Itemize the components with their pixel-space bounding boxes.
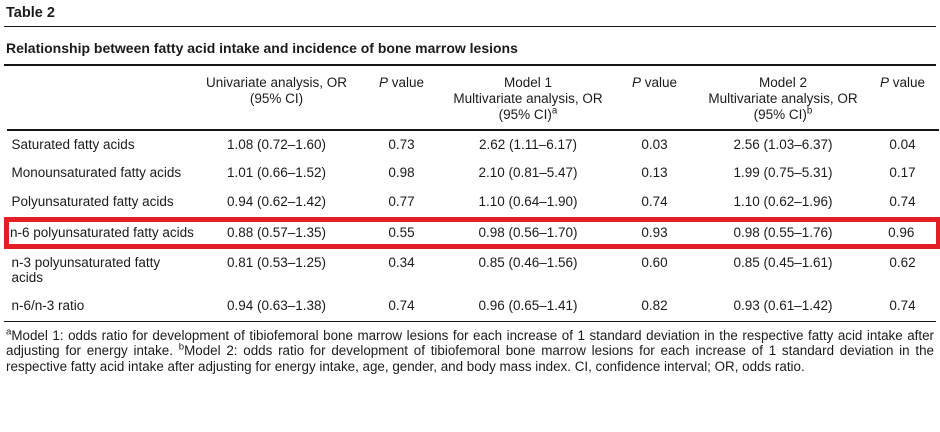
model2-line1: Model 2 xyxy=(758,75,808,90)
cell-pvalue: 0.62 xyxy=(889,255,916,271)
cell-univariate: 1.01 (0.66–1.52) xyxy=(226,165,327,181)
pvalue-p: P xyxy=(879,75,889,90)
data-table: Univariate analysis, OR (95% CI) P value… xyxy=(4,66,940,321)
cell-model2: 1.99 (0.75–5.31) xyxy=(733,165,833,181)
divider-top xyxy=(4,26,936,27)
col-header-pvalue-3: P value xyxy=(866,66,939,131)
cell-pvalue: 0.60 xyxy=(641,255,668,271)
footnote-superscript-a: a xyxy=(6,326,12,338)
row-label: Polyunsaturated fatty acids xyxy=(11,193,174,209)
cell-univariate: 0.88 (0.57–1.35) xyxy=(196,216,357,250)
cell-model1: 0.98 (0.56–1.70) xyxy=(446,216,610,250)
row-label: Saturated fatty acids xyxy=(11,136,135,152)
univariate-line1: Univariate analysis, OR xyxy=(205,75,348,90)
cell-pvalue: 0.17 xyxy=(889,165,916,181)
cell-univariate: 0.81 (0.53–1.25) xyxy=(226,255,327,271)
col-header-empty xyxy=(6,66,197,131)
cell-pvalue: 0.03 xyxy=(641,136,668,152)
paper-table-page: Table 2 Relationship between fatty acid … xyxy=(4,5,940,375)
header-row: Univariate analysis, OR (95% CI) P value… xyxy=(6,66,939,131)
cell-pvalue: 0.74 xyxy=(641,193,668,209)
col-header-univariate: Univariate analysis, OR (95% CI) xyxy=(196,66,357,131)
superscript-a: a xyxy=(551,105,558,117)
footnote-superscript-b: b xyxy=(178,342,185,354)
cell-pvalue: 0.74 xyxy=(889,298,916,314)
cell-pvalue: 0.73 xyxy=(388,136,415,152)
cell-pvalue: 0.82 xyxy=(641,298,668,314)
cell-model2: 2.56 (1.03–6.37) xyxy=(733,136,833,152)
pvalue-rest: value xyxy=(888,75,926,90)
table-row: n-6/n-3 ratio 0.94 (0.63–1.38) 0.74 0.96… xyxy=(7,292,939,321)
cell-univariate: 0.94 (0.62–1.42) xyxy=(226,193,327,209)
table-row: Monounsaturated fatty acids 1.01 (0.66–1… xyxy=(7,159,939,188)
divider-bottom xyxy=(4,320,936,322)
cell-pvalue: 0.74 xyxy=(388,298,415,314)
cell-model1: 2.10 (0.81–5.47) xyxy=(478,165,578,181)
cell-pvalue: 0.96 xyxy=(866,216,940,250)
highlighted-table-row: n-6 polyunsaturated fatty acids 0.88 (0.… xyxy=(4,216,940,250)
pvalue-p: P xyxy=(631,75,641,90)
cell-model1: 0.96 (0.65–1.41) xyxy=(478,298,578,314)
footnote-text-model2: Model 2: odds ratio for development of t… xyxy=(6,343,934,375)
cell-pvalue: 0.77 xyxy=(388,193,415,209)
model1-line3: (95% CI) xyxy=(498,106,552,122)
table-row: n-3 polyunsaturated fatty acids 0.81 (0.… xyxy=(7,247,939,293)
cell-model1: 0.85 (0.46–1.56) xyxy=(478,255,578,271)
superscript-b: b xyxy=(806,105,813,117)
pvalue-rest: value xyxy=(640,75,678,90)
footnote-text-model1: Model 1: odds ratio for development of t… xyxy=(6,327,934,359)
divider-caption xyxy=(4,64,936,66)
col-header-model2: Model 2 Multivariate analysis, OR (95% C… xyxy=(699,66,867,131)
row-label: n-3 polyunsaturated fatty acids xyxy=(11,255,161,285)
cell-model1: 1.10 (0.64–1.90) xyxy=(478,193,578,209)
cell-pvalue: 0.98 xyxy=(388,165,415,181)
model1-line1: Model 1 xyxy=(503,75,553,90)
cell-model2: 0.98 (0.55–1.76) xyxy=(699,216,867,250)
univariate-line2: (95% CI) xyxy=(249,90,304,106)
model2-line3: (95% CI) xyxy=(753,106,807,122)
cell-pvalue: 0.93 xyxy=(609,216,700,250)
row-label: n-6 polyunsaturated fatty acids xyxy=(4,216,197,250)
model1-line2: Multivariate analysis, OR xyxy=(453,90,603,106)
cell-pvalue: 0.13 xyxy=(641,165,668,181)
cell-model2: 1.10 (0.62–1.96) xyxy=(733,193,833,209)
cell-pvalue: 0.04 xyxy=(889,136,916,152)
pvalue-rest: value xyxy=(387,75,425,90)
col-header-pvalue-2: P value xyxy=(609,66,700,131)
table-row: Polyunsaturated fatty acids 0.94 (0.62–1… xyxy=(7,188,939,219)
table-caption: Relationship between fatty acid intake a… xyxy=(6,40,518,56)
cell-pvalue: 0.74 xyxy=(889,193,916,209)
table-number: Table 2 xyxy=(6,5,55,21)
cell-pvalue: 0.55 xyxy=(356,216,447,250)
cell-model2: 0.93 (0.61–1.42) xyxy=(733,298,833,314)
row-label: n-6/n-3 ratio xyxy=(11,298,85,314)
pvalue-p: P xyxy=(378,75,388,90)
col-header-model1: Model 1 Multivariate analysis, OR (95% C… xyxy=(446,66,610,131)
cell-model2: 0.85 (0.45–1.61) xyxy=(733,255,833,271)
cell-pvalue: 0.34 xyxy=(388,255,415,271)
model2-line2: Multivariate analysis, OR xyxy=(708,90,858,106)
cell-univariate: 0.94 (0.63–1.38) xyxy=(226,298,327,314)
cell-univariate: 1.08 (0.72–1.60) xyxy=(226,136,327,152)
cell-model1: 2.62 (1.11–6.17) xyxy=(478,136,578,152)
row-label: Monounsaturated fatty acids xyxy=(11,165,182,181)
col-header-pvalue-1: P value xyxy=(356,66,447,131)
footnote: aModel 1: odds ratio for development of … xyxy=(4,322,936,375)
table-row: Saturated fatty acids 1.08 (0.72–1.60) 0… xyxy=(7,130,939,160)
